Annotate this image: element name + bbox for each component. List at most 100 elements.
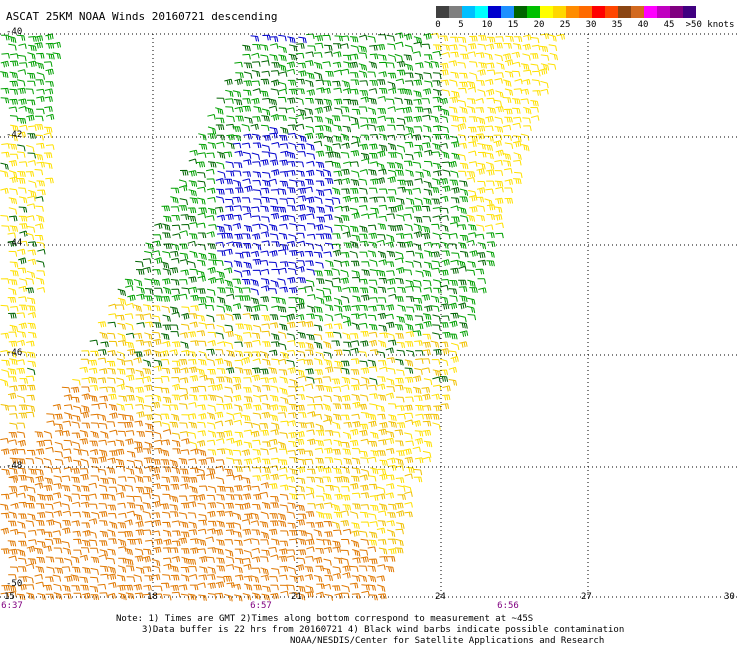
wind-barb (171, 224, 181, 231)
wind-barb (144, 250, 153, 258)
wind-barb (53, 510, 62, 517)
wind-barb (144, 395, 154, 401)
wind-barb (126, 394, 135, 401)
wind-barb (422, 349, 431, 356)
wind-barb (360, 96, 369, 103)
wind-barb (144, 486, 153, 494)
wind-barb (279, 244, 289, 251)
wind-barb (377, 468, 387, 475)
wind-barb (314, 447, 324, 454)
wind-barb (71, 556, 80, 564)
wind-barb (530, 100, 539, 107)
wind-barb (117, 531, 127, 538)
wind-barb (369, 403, 378, 411)
wind-barb (341, 224, 350, 232)
wind-barb (432, 215, 441, 221)
wind-barb (388, 152, 397, 158)
wind-barb (251, 567, 261, 574)
wind-barb (116, 403, 125, 411)
wind-barb (378, 593, 387, 600)
wind-barb (106, 557, 116, 565)
wind-barb (214, 411, 224, 418)
wind-barb (181, 224, 190, 230)
wind-barb (107, 367, 116, 375)
wind-barb (376, 383, 386, 390)
wind-barb (206, 473, 215, 480)
wind-barb (422, 114, 431, 121)
wind-barb (316, 216, 325, 223)
wind-barb (223, 267, 233, 274)
wind-barb (216, 565, 225, 572)
wind-barb (151, 315, 161, 322)
wind-barb (37, 493, 46, 501)
wind-barb (378, 88, 388, 94)
wind-barb (360, 294, 370, 301)
colorbar-segment (475, 6, 488, 18)
wind-barb (440, 79, 449, 86)
wind-barb (262, 171, 271, 179)
wind-barb (287, 97, 296, 104)
wind-barb (359, 117, 369, 124)
wind-barb (253, 198, 262, 205)
wind-barb (198, 459, 207, 465)
wind-barb (359, 530, 368, 538)
wind-barb (27, 360, 37, 368)
wind-barb (232, 126, 241, 132)
wind-barb (196, 468, 206, 476)
wind-barb (430, 295, 440, 303)
wind-barb (71, 493, 81, 500)
wind-barb (234, 594, 243, 602)
wind-barb (432, 125, 442, 132)
wind-barb (198, 303, 207, 309)
wind-barb (387, 54, 397, 62)
wind-barb (34, 169, 44, 176)
wind-barb (8, 250, 18, 257)
wind-barb (268, 105, 278, 112)
wind-barb (151, 574, 161, 581)
wind-barb (350, 511, 359, 519)
wind-barb (162, 340, 171, 348)
wind-barb (387, 457, 396, 464)
wind-barb (17, 144, 26, 152)
wind-barb (232, 223, 242, 230)
wind-barb (279, 474, 288, 480)
wind-barb (280, 590, 289, 597)
wind-barb (368, 279, 378, 286)
wind-barb (0, 512, 10, 519)
wind-barb (97, 357, 107, 364)
wind-barb (432, 422, 441, 430)
wind-barb (476, 125, 486, 132)
wind-barb (44, 96, 53, 103)
wind-barb (404, 502, 413, 508)
wind-barb (144, 520, 154, 527)
wind-barb (286, 107, 295, 113)
wind-barb (144, 384, 153, 391)
wind-barb (152, 459, 161, 465)
wind-barb (18, 322, 27, 330)
wind-barb (197, 172, 206, 179)
wind-barb (163, 594, 172, 601)
wind-barb (223, 359, 233, 368)
wind-barb (486, 260, 495, 267)
wind-barb (502, 53, 512, 60)
wind-barb (331, 115, 341, 122)
wind-barb (0, 170, 9, 178)
wind-barb (314, 71, 323, 80)
wind-barb (27, 486, 36, 494)
wind-barb (62, 527, 71, 534)
wind-barb (324, 214, 333, 221)
wind-barb (81, 386, 90, 393)
wind-barb (466, 81, 476, 88)
wind-barb (52, 530, 61, 536)
wind-barb (458, 170, 467, 177)
wind-barb (279, 584, 289, 591)
wind-barb (278, 45, 287, 54)
wind-barb (125, 322, 134, 331)
wind-barb (298, 134, 307, 143)
wind-barb (252, 475, 261, 481)
wind-barb (242, 53, 251, 60)
wind-barb (252, 269, 262, 276)
colorbar-segment (488, 6, 501, 18)
wind-barb (396, 61, 406, 68)
wind-barb (268, 98, 277, 106)
